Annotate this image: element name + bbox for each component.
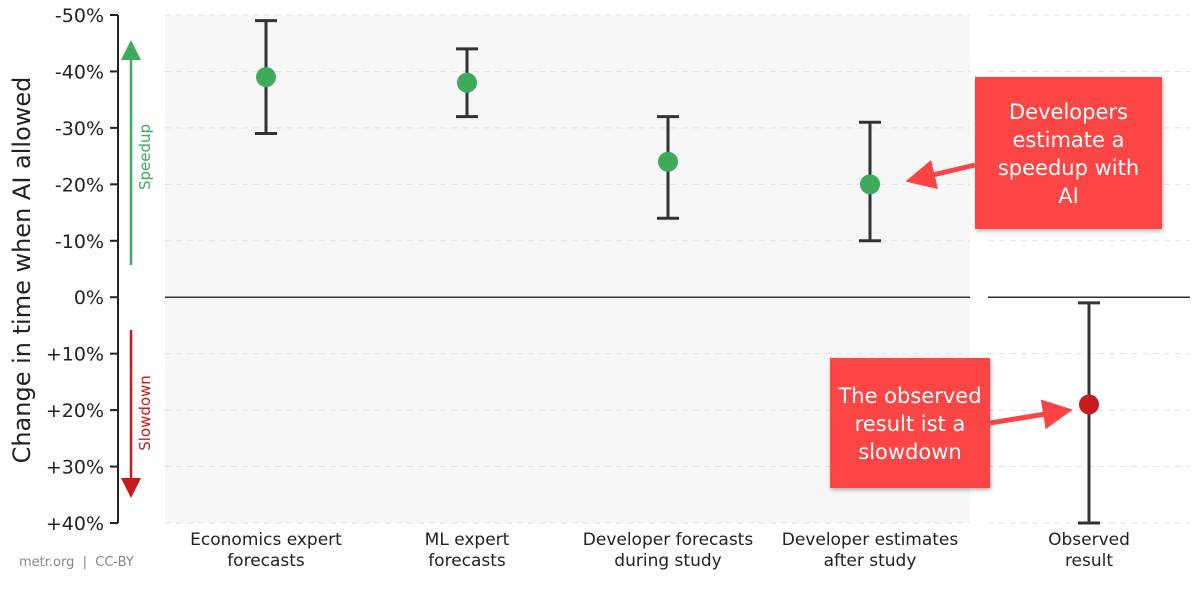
annotation-text: speedup with [998,156,1139,180]
y-tick-label: -20% [55,174,104,196]
y-tick-label: +20% [46,400,104,422]
x-tick-label: during study [614,551,721,571]
x-tick-label: forecasts [428,551,506,571]
annotation-arrow-icon [989,399,1073,430]
x-tick-label: Developer forecasts [583,530,754,550]
x-tick-label: ML expert [425,530,510,550]
annotation-box [975,77,1162,229]
y-tick-label: 0% [74,287,104,309]
x-tick-label: Economics expert [190,530,342,550]
x-tick-label: result [1065,551,1113,571]
annotation-box [830,358,990,488]
x-tick-label: Developer estimates [782,530,959,550]
data-point [860,174,880,195]
annotation-text: result ist a [855,412,966,436]
footer-credit: metr.org | CC-BY [19,555,134,570]
x-tick-label: forecasts [227,551,305,571]
y-tick-label: -30% [55,118,104,140]
annotation-text: estimate a [1013,128,1125,152]
y-tick-label: +10% [46,344,104,366]
x-tick-label: after study [824,551,917,571]
y-tick-label: -40% [55,61,104,83]
y-axis-label: Change in time when AI allowed [8,77,36,464]
annotation-text: The observed [837,384,981,408]
slowdown-label: Slowdown [136,375,154,451]
data-point [457,72,477,93]
y-tick-label: -50% [55,5,104,27]
speedup-label: Speedup [136,124,154,190]
y-tick-label: +30% [46,457,104,479]
data-point [658,151,678,172]
x-tick-label: Observed [1048,530,1130,550]
annotation-text: AI [1058,184,1079,208]
annotation-text: slowdown [858,440,961,464]
data-point [1079,394,1099,415]
data-point [256,67,276,88]
y-tick-label: -10% [55,231,104,253]
y-tick-label: +40% [46,513,104,535]
annotation-text: Developers [1009,100,1128,124]
annotation-arrow-icon [905,159,976,190]
